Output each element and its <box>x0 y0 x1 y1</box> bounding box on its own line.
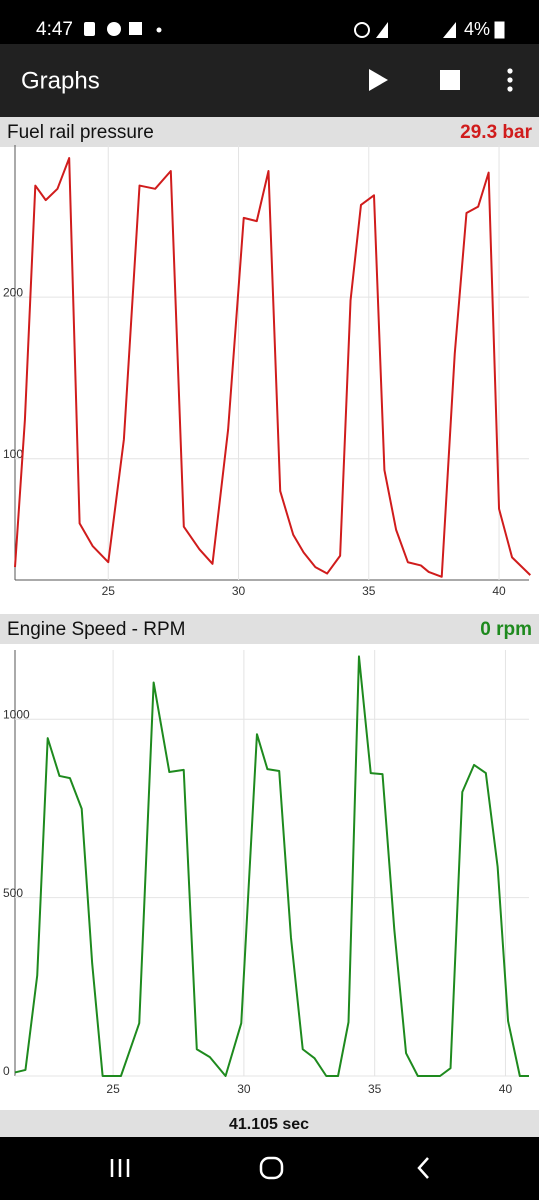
x-tick-label: 40 <box>499 1082 513 1096</box>
chart-title: Fuel rail pressure <box>7 122 154 143</box>
y-tick-label: 500 <box>3 886 23 900</box>
x-tick-label: 40 <box>492 584 506 598</box>
series-line <box>14 655 529 1077</box>
nav-bar <box>0 1137 539 1200</box>
status-icon <box>84 22 95 36</box>
x-tick-label: 35 <box>362 584 376 598</box>
x-tick-label: 25 <box>106 1082 120 1096</box>
chart-header <box>0 117 539 147</box>
play-button[interactable] <box>369 69 388 91</box>
x-tick-label: 25 <box>102 584 116 598</box>
y-tick-label: 1000 <box>3 707 30 721</box>
stop-button[interactable] <box>440 70 460 90</box>
battery-icon <box>494 21 505 39</box>
battery-level: 4% <box>464 19 490 39</box>
y-tick-label: 0 <box>3 1064 10 1078</box>
chart-reading: 0 rpm <box>480 619 532 640</box>
signal-icon <box>376 22 388 38</box>
x-tick-label: 35 <box>368 1082 382 1096</box>
app-title: Graphs <box>21 67 100 94</box>
y-tick-label: 100 <box>3 447 23 461</box>
status-icon <box>107 22 121 36</box>
recents-button[interactable] <box>110 1159 130 1177</box>
chart-title: Engine Speed - RPM <box>7 619 186 640</box>
menu-button[interactable] <box>507 68 513 92</box>
status-icon <box>354 22 370 38</box>
x-tick-label: 30 <box>232 584 246 598</box>
series-line <box>14 157 532 578</box>
footer <box>0 1110 539 1137</box>
status-icon <box>129 22 142 35</box>
y-tick-label: 200 <box>3 285 23 299</box>
back-button[interactable] <box>417 1157 429 1179</box>
status-icon <box>156 27 162 33</box>
home-button[interactable] <box>259 1156 284 1180</box>
chart-header <box>0 614 539 644</box>
clock: 4:47 <box>36 19 73 40</box>
elapsed-time: 41.105 sec <box>229 1116 309 1133</box>
status-bar <box>0 0 539 44</box>
chart-reading: 29.3 bar <box>460 122 532 143</box>
signal-icon <box>443 22 456 38</box>
x-tick-label: 30 <box>237 1082 251 1096</box>
